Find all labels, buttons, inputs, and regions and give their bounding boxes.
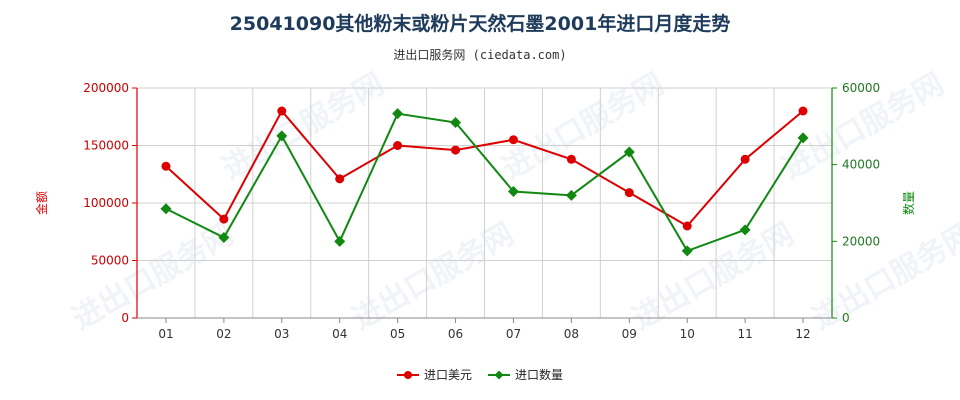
x-tick-label: 05 <box>390 327 405 341</box>
watermark-text: 进出口服务网 <box>497 67 670 187</box>
y-axis-left-title: 金额 <box>34 191 49 215</box>
series-0-point <box>393 141 403 150</box>
axes: 0 50000 100000 150000 200000 0 20000 40000 60000… <box>34 81 916 341</box>
series-1-point <box>334 235 346 247</box>
watermark-text: 进出口服务网 <box>347 217 520 337</box>
legend-label-1: 进口数量 <box>515 367 563 382</box>
series-1-point <box>507 186 519 197</box>
series-0-point <box>161 161 171 171</box>
series-0-point <box>335 174 345 184</box>
x-tick-label: 11 <box>737 327 752 341</box>
watermark-text: 进出口服务网 <box>67 217 240 337</box>
series-1-point <box>218 232 230 243</box>
series-0-point <box>451 145 461 155</box>
legend-label-0: 进口美元 <box>424 368 472 382</box>
x-tick-label: 06 <box>448 327 463 341</box>
series-0-point <box>566 154 576 164</box>
series-1-point <box>681 245 693 257</box>
series-layer <box>160 106 809 257</box>
x-tick-label: 03 <box>274 327 289 341</box>
x-tick-label: 09 <box>622 327 637 341</box>
series-0-point <box>682 221 692 231</box>
series-1-point <box>797 132 809 144</box>
series-1-point <box>276 130 288 142</box>
legend-marker-0 <box>404 371 412 379</box>
watermark-text: 进出口服务网 <box>807 217 960 337</box>
y-right-tick-label: 20000 <box>842 234 880 248</box>
x-tick-label: 12 <box>795 327 810 341</box>
y-left-tick-label: 50000 <box>91 254 129 268</box>
y-right-tick-label: 0 <box>842 311 850 325</box>
x-tick-label: 07 <box>506 327 521 341</box>
series-1-point <box>565 189 577 201</box>
x-tick-label: 10 <box>680 327 695 341</box>
series-1-point <box>160 203 172 215</box>
series-0-point <box>219 214 229 224</box>
series-line-1 <box>165 112 804 253</box>
x-tick-label: 01 <box>158 327 173 341</box>
legend: 进口美元 进口数量 <box>397 367 563 382</box>
chart-title: 25041090其他粉末或粉片天然石墨2001年进口月度走势 <box>229 13 731 35</box>
y-left-tick-label: 200000 <box>83 81 129 95</box>
series-0-point <box>277 106 287 116</box>
series-1-point <box>739 224 751 236</box>
y-left-tick-label: 150000 <box>83 139 129 153</box>
series-0-point <box>624 188 634 198</box>
y-axis-right-title: 数量 <box>901 191 916 215</box>
x-tick-label: 08 <box>564 327 579 341</box>
series-0-point <box>740 154 750 164</box>
series-0-point <box>508 135 518 145</box>
legend-marker-1 <box>494 370 504 380</box>
chart-subtitle: 进出口服务网 (ciedata.com) <box>393 48 567 62</box>
series-line-0 <box>165 109 804 228</box>
series-1-point <box>392 108 404 120</box>
y-right-tick-label: 40000 <box>842 158 880 172</box>
x-tick-label: 02 <box>216 327 231 341</box>
y-left-tick-label: 100000 <box>83 196 129 210</box>
x-tick-label: 04 <box>332 327 347 341</box>
series-0-point <box>798 106 808 116</box>
series-1-point <box>623 146 635 158</box>
watermark-text: 进出口服务网 <box>217 67 390 187</box>
y-right-tick-label: 60000 <box>842 81 880 95</box>
series-1-point <box>450 117 462 128</box>
y-left-tick-label: 0 <box>121 311 129 325</box>
